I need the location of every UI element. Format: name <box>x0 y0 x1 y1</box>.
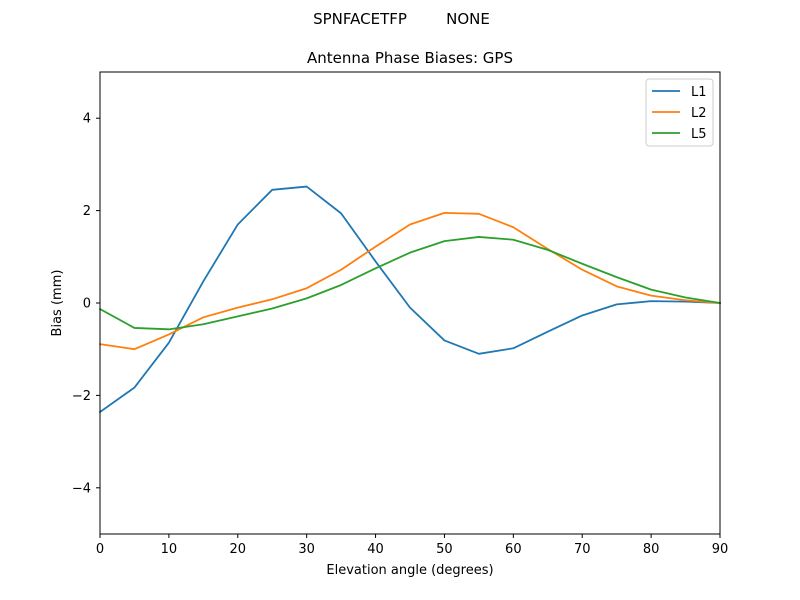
x-tick-label: 0 <box>96 542 104 557</box>
x-tick-label: 80 <box>643 542 660 557</box>
x-axis: 0 10 20 30 40 50 60 70 80 90 <box>96 534 728 557</box>
y-tick-label: 4 <box>83 112 91 127</box>
y-tick-label: 2 <box>83 204 91 219</box>
y-tick-label: −2 <box>72 389 91 404</box>
y-tick-label: −4 <box>72 481 91 496</box>
x-axis-label: Elevation angle (degrees) <box>326 563 493 578</box>
chart-title: Antenna Phase Biases: GPS <box>307 49 513 67</box>
suptitle-right: NONE <box>446 10 490 28</box>
series-line-l2 <box>98 212 721 351</box>
x-tick-label: 10 <box>161 542 178 557</box>
series-line-l5 <box>98 236 722 331</box>
x-tick-label: 20 <box>230 542 247 557</box>
x-tick-label: 70 <box>574 542 591 557</box>
x-tick-label: 90 <box>712 542 729 557</box>
legend-label-l5: L5 <box>691 127 707 142</box>
legend: L1 L2 L5 <box>645 78 714 147</box>
y-axis: −4 −2 0 2 4 <box>72 112 100 496</box>
x-tick-label: 60 <box>505 542 522 557</box>
x-tick-label: 40 <box>367 542 384 557</box>
legend-label-l1: L1 <box>691 85 707 100</box>
y-axis-label: Bias (mm) <box>50 270 65 337</box>
series-line-l1 <box>98 185 721 414</box>
legend-label-l2: L2 <box>691 106 707 121</box>
y-tick-label: 0 <box>83 297 91 312</box>
suptitle-left: SPNFACETFP <box>313 10 407 28</box>
x-tick-label: 50 <box>436 542 453 557</box>
x-tick-label: 30 <box>298 542 315 557</box>
